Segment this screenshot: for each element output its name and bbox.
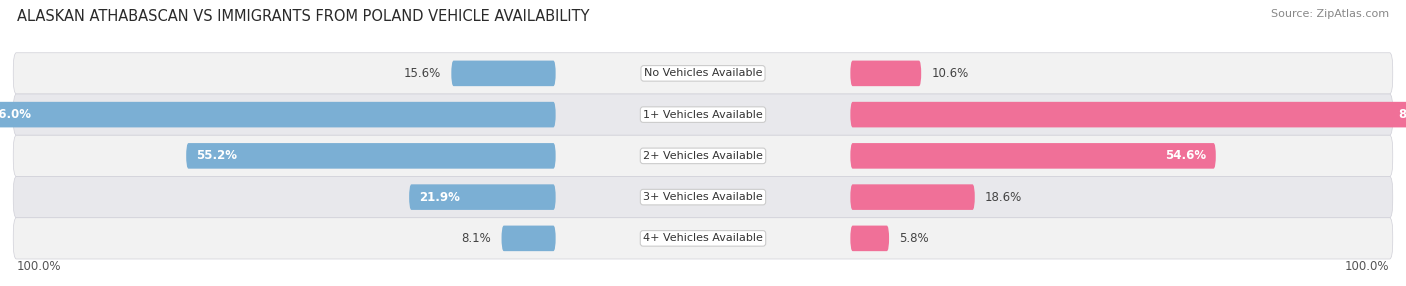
FancyBboxPatch shape bbox=[13, 94, 1393, 135]
Text: 2+ Vehicles Available: 2+ Vehicles Available bbox=[643, 151, 763, 161]
FancyBboxPatch shape bbox=[13, 53, 1393, 94]
FancyBboxPatch shape bbox=[502, 226, 555, 251]
FancyBboxPatch shape bbox=[0, 102, 555, 127]
Text: 54.6%: 54.6% bbox=[1164, 149, 1206, 162]
Text: 89.5%: 89.5% bbox=[1399, 108, 1406, 121]
Text: No Vehicles Available: No Vehicles Available bbox=[644, 68, 762, 78]
Text: 15.6%: 15.6% bbox=[404, 67, 441, 80]
Text: Source: ZipAtlas.com: Source: ZipAtlas.com bbox=[1271, 9, 1389, 19]
Text: 10.6%: 10.6% bbox=[931, 67, 969, 80]
FancyBboxPatch shape bbox=[13, 176, 1393, 218]
Text: 21.9%: 21.9% bbox=[419, 191, 460, 204]
FancyBboxPatch shape bbox=[409, 184, 555, 210]
Text: 3+ Vehicles Available: 3+ Vehicles Available bbox=[643, 192, 763, 202]
Text: 100.0%: 100.0% bbox=[1344, 260, 1389, 273]
Text: 1+ Vehicles Available: 1+ Vehicles Available bbox=[643, 110, 763, 120]
Text: 18.6%: 18.6% bbox=[984, 191, 1022, 204]
Text: 55.2%: 55.2% bbox=[197, 149, 238, 162]
Text: ALASKAN ATHABASCAN VS IMMIGRANTS FROM POLAND VEHICLE AVAILABILITY: ALASKAN ATHABASCAN VS IMMIGRANTS FROM PO… bbox=[17, 9, 589, 23]
Text: 4+ Vehicles Available: 4+ Vehicles Available bbox=[643, 233, 763, 243]
FancyBboxPatch shape bbox=[186, 143, 555, 169]
FancyBboxPatch shape bbox=[851, 102, 1406, 127]
FancyBboxPatch shape bbox=[851, 184, 974, 210]
FancyBboxPatch shape bbox=[851, 226, 889, 251]
Text: 100.0%: 100.0% bbox=[17, 260, 62, 273]
FancyBboxPatch shape bbox=[851, 61, 921, 86]
Text: 5.8%: 5.8% bbox=[900, 232, 929, 245]
FancyBboxPatch shape bbox=[13, 218, 1393, 259]
FancyBboxPatch shape bbox=[451, 61, 555, 86]
Text: 8.1%: 8.1% bbox=[461, 232, 492, 245]
FancyBboxPatch shape bbox=[13, 135, 1393, 176]
FancyBboxPatch shape bbox=[851, 143, 1216, 169]
Text: 86.0%: 86.0% bbox=[0, 108, 31, 121]
